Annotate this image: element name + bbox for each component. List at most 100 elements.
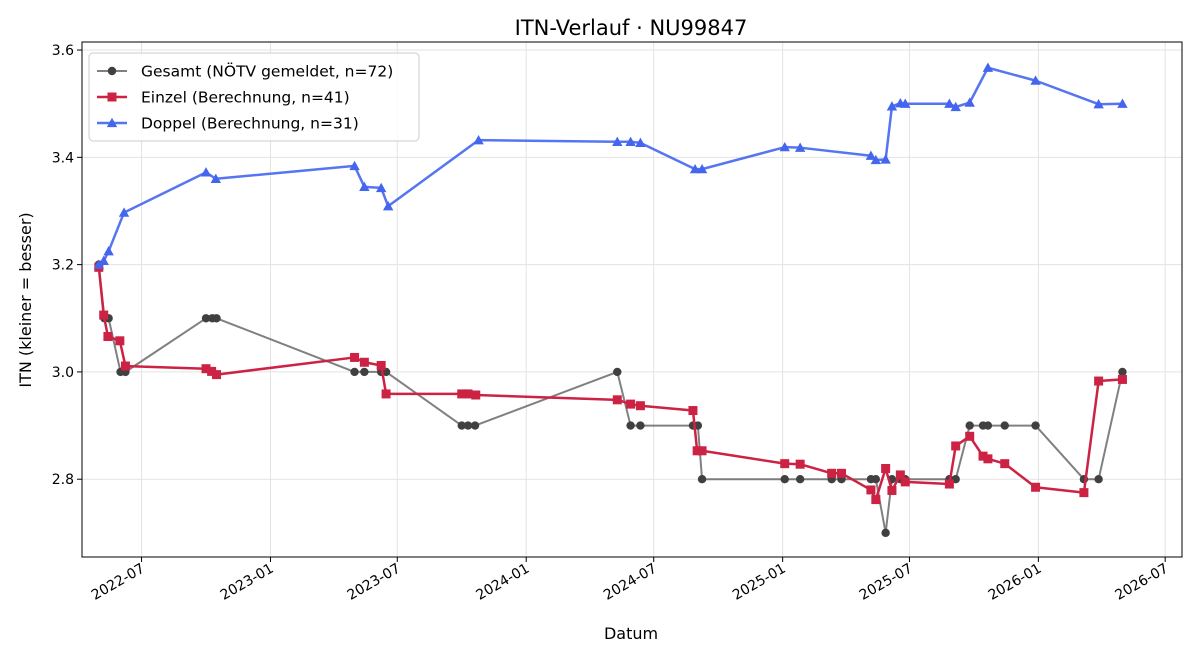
data-point xyxy=(951,441,961,451)
data-point xyxy=(212,370,222,380)
legend-label: Einzel (Berechnung, n=41) xyxy=(141,89,350,107)
data-point xyxy=(697,475,707,484)
data-point xyxy=(944,479,954,489)
data-point xyxy=(626,399,636,409)
legend-marker xyxy=(107,66,117,76)
data-point xyxy=(692,446,702,456)
data-point xyxy=(201,314,211,323)
data-point xyxy=(463,421,473,430)
data-point xyxy=(1094,376,1104,386)
data-point xyxy=(866,485,876,495)
data-point xyxy=(626,421,635,430)
data-point xyxy=(612,395,622,405)
data-point xyxy=(635,401,645,411)
data-point xyxy=(795,459,805,469)
data-point xyxy=(982,62,994,72)
data-point xyxy=(827,468,837,478)
y-axis-label: ITN (kleiner = besser) xyxy=(16,212,35,387)
data-point xyxy=(463,389,473,399)
data-point xyxy=(103,332,113,342)
data-point xyxy=(120,361,130,371)
x-axis-label: Datum xyxy=(604,624,658,643)
data-point xyxy=(978,451,988,461)
data-point xyxy=(965,421,974,430)
data-point xyxy=(1117,374,1127,384)
data-point xyxy=(696,163,708,174)
data-point xyxy=(871,495,881,505)
data-point xyxy=(887,485,897,495)
data-point xyxy=(1000,421,1009,430)
data-point xyxy=(697,446,707,456)
data-point xyxy=(688,406,698,416)
series-0 xyxy=(94,260,1127,538)
data-point xyxy=(779,141,790,152)
data-point xyxy=(795,475,805,484)
data-point xyxy=(625,136,636,146)
data-point xyxy=(207,366,217,376)
data-point xyxy=(1031,482,1041,492)
data-point xyxy=(98,255,109,266)
data-point xyxy=(1031,421,1040,430)
data-point xyxy=(103,246,114,256)
data-point xyxy=(900,477,910,487)
legend-marker xyxy=(107,92,117,102)
data-point xyxy=(200,167,212,177)
data-point xyxy=(900,98,911,108)
data-point xyxy=(1093,99,1104,109)
data-point xyxy=(794,142,806,152)
data-point xyxy=(780,459,790,469)
plot-frame xyxy=(81,41,1183,558)
series-layer xyxy=(93,62,1128,538)
y-axis: 2.8 3.0 3.2 3.4 3.6 xyxy=(52,43,82,488)
data-point xyxy=(870,154,882,165)
data-point xyxy=(780,475,789,484)
data-point xyxy=(210,173,222,183)
data-point xyxy=(964,97,975,107)
legend-label: Doppel (Berechnung, n=31) xyxy=(141,115,359,133)
data-point xyxy=(895,470,905,480)
series-2 xyxy=(93,62,1128,269)
data-point xyxy=(1118,367,1127,377)
data-point xyxy=(350,352,360,362)
data-point xyxy=(1079,488,1089,498)
data-point xyxy=(880,154,891,164)
data-point xyxy=(471,390,481,400)
data-point xyxy=(473,134,484,145)
data-point xyxy=(836,468,846,478)
data-point xyxy=(950,101,961,112)
data-point xyxy=(349,160,360,171)
data-point xyxy=(359,181,370,192)
data-point xyxy=(1030,75,1041,85)
y-tick-label: 3.0 xyxy=(52,365,74,381)
data-point xyxy=(201,364,211,374)
data-point xyxy=(1000,459,1010,469)
data-point xyxy=(1094,475,1103,484)
legend: Gesamt (NÖTV gemeldet, n=72) Einzel (Bere… xyxy=(88,52,420,142)
data-point xyxy=(983,421,993,430)
data-point xyxy=(457,389,467,399)
data-point xyxy=(359,357,369,367)
data-point xyxy=(115,336,125,346)
data-point xyxy=(93,259,105,269)
data-point xyxy=(613,367,622,377)
data-point xyxy=(212,314,221,323)
data-point xyxy=(689,163,701,174)
data-point xyxy=(350,367,359,377)
data-point xyxy=(99,310,109,320)
data-point xyxy=(881,463,891,473)
y-tick-label: 3.4 xyxy=(52,150,74,166)
chart-title: ITN-Verlauf · NU99847 xyxy=(515,16,748,40)
y-tick-label: 2.8 xyxy=(52,472,74,488)
data-point xyxy=(612,136,623,146)
data-point xyxy=(886,101,898,111)
data-point xyxy=(457,421,466,430)
data-point xyxy=(865,150,877,160)
y-tick-label: 3.6 xyxy=(52,43,74,59)
data-point xyxy=(881,528,890,538)
data-point xyxy=(983,454,993,464)
data-point xyxy=(470,421,480,430)
data-point xyxy=(376,360,386,370)
legend-marker xyxy=(106,117,118,128)
y-tick-label: 3.2 xyxy=(52,258,74,274)
